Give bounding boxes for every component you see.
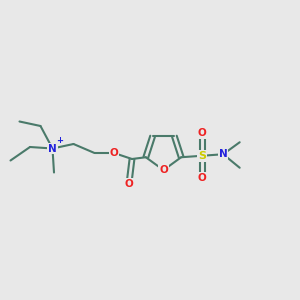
Text: N: N (219, 149, 228, 159)
Text: O: O (110, 148, 118, 158)
Text: O: O (198, 173, 207, 183)
Text: O: O (159, 165, 168, 175)
Text: O: O (124, 178, 134, 189)
Text: O: O (198, 128, 207, 138)
Text: N: N (48, 143, 57, 154)
Text: S: S (198, 151, 206, 161)
Text: +: + (56, 136, 63, 145)
